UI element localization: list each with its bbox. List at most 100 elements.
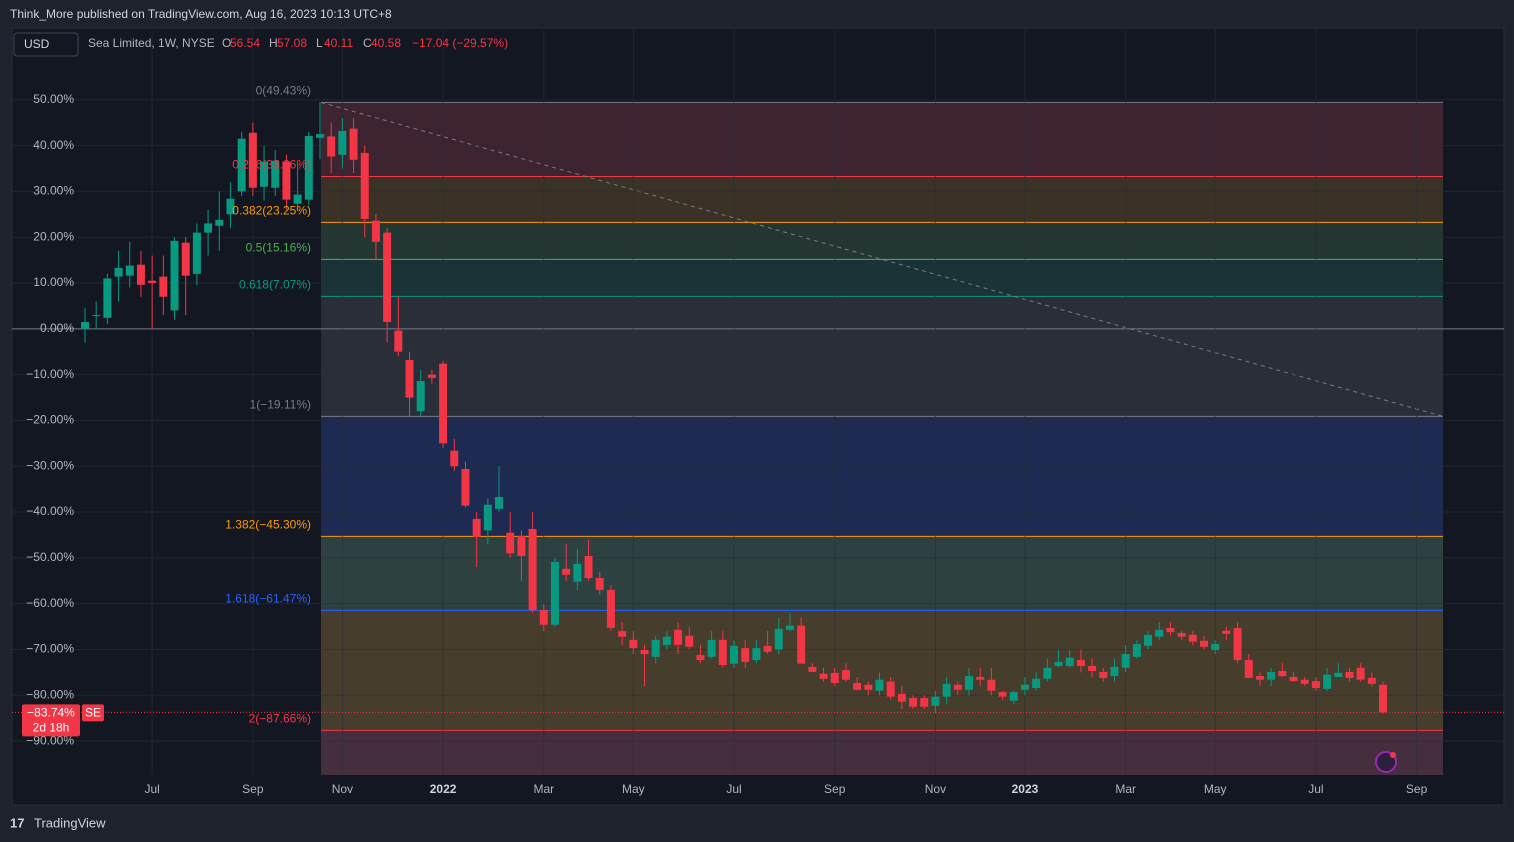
candle-body [1300, 679, 1309, 684]
fib-band [321, 102, 1443, 177]
fib-band [321, 296, 1443, 417]
candle-body [1222, 630, 1231, 634]
candle-body [562, 568, 571, 575]
candle-body [987, 679, 996, 691]
candle-body [1233, 627, 1242, 661]
publisher: Think_More published on TradingView.com,… [10, 7, 392, 21]
symbol-tag: SE [85, 706, 101, 720]
ohlc-value: 57.08 [277, 36, 307, 50]
candle-body [394, 330, 403, 352]
y-tick-label: −10.00% [26, 367, 74, 381]
candle-body [1278, 671, 1287, 677]
candle-body [1211, 643, 1220, 650]
candle-body [114, 267, 123, 277]
candle-body [1043, 667, 1052, 679]
y-tick-label: −20.00% [26, 413, 74, 427]
candle-body [248, 132, 257, 188]
candle-body [629, 639, 638, 649]
x-tick-label: Sep [242, 782, 264, 796]
candle-body [662, 636, 671, 645]
candle-body [125, 265, 134, 276]
candle-body [338, 130, 347, 155]
currency: USD [24, 37, 50, 51]
candle-body [920, 698, 929, 707]
candle-body [830, 672, 839, 683]
fib-label: 0(49.43%) [256, 84, 311, 98]
candle-body [1334, 672, 1343, 677]
ohlc-value: 56.54 [230, 36, 260, 50]
x-tick-label: Nov [332, 782, 353, 796]
candle-body [785, 625, 794, 630]
candle-body [1155, 629, 1164, 637]
candle-body [841, 670, 850, 680]
y-tick-label: −80.00% [26, 687, 74, 701]
candle-body [181, 242, 190, 276]
candle-body [226, 198, 235, 215]
candle-body [674, 629, 683, 645]
candle-body [864, 684, 873, 690]
candle-body [1379, 684, 1388, 713]
candle-body [965, 676, 974, 690]
candle-body [1356, 667, 1365, 680]
y-tick-label: −40.00% [26, 504, 74, 518]
price-tag [22, 704, 80, 737]
price-tag-value: −83.74% [27, 706, 75, 720]
y-tick-label: −70.00% [26, 642, 74, 656]
candle-body [383, 232, 392, 322]
y-tick-label: 10.00% [33, 275, 74, 289]
candle-body [618, 631, 627, 637]
candle-body [886, 681, 895, 697]
candle-body [998, 692, 1007, 697]
candle-body [349, 128, 358, 160]
candle-body [1054, 661, 1063, 666]
candle-body [1289, 676, 1298, 682]
candle-body [1110, 666, 1119, 677]
candle-body [103, 278, 112, 318]
fib-label: 0.236(33.26%) [232, 158, 311, 172]
ohlc-key: H [269, 36, 278, 50]
candle-body [819, 673, 828, 679]
candle-body [875, 679, 884, 691]
candle-body [1311, 681, 1320, 688]
candle-body [416, 381, 425, 412]
candle-body [260, 161, 269, 187]
candle-body [472, 518, 481, 537]
candle-body [1255, 676, 1264, 680]
candle-body [1121, 654, 1130, 668]
x-tick-label: Jul [726, 782, 741, 796]
candle-body [483, 504, 492, 531]
x-tick-label: 2023 [1012, 782, 1039, 796]
candle-body [293, 194, 302, 204]
candle-body [931, 696, 940, 706]
logo: TradingView [34, 815, 106, 830]
candle-body [215, 219, 224, 226]
candle-body [718, 639, 727, 666]
candle-body [92, 315, 101, 317]
candle-body [1144, 634, 1153, 646]
countdown: 2d 18h [33, 721, 70, 735]
currency-box[interactable] [13, 32, 79, 57]
candle-body [204, 223, 213, 233]
fib-label: 2(−87.66%) [249, 712, 311, 726]
ohlc-key: C [363, 36, 372, 50]
candle-body [1267, 671, 1276, 680]
candle-body [170, 240, 179, 311]
candle-body [405, 359, 414, 398]
candle-body [808, 666, 817, 672]
y-tick-label: 20.00% [33, 229, 74, 243]
fib-band [321, 416, 1443, 537]
change: −17.04 (−29.57%) [412, 36, 508, 50]
y-tick-label: 0.00% [40, 321, 74, 335]
alert-dot [1390, 752, 1396, 758]
fib-band [321, 610, 1443, 731]
fib-band [321, 222, 1443, 260]
candle-body [853, 682, 862, 690]
candle-body [528, 529, 537, 611]
ohlc-key: O [222, 36, 231, 50]
ohlc-value: 40.11 [324, 36, 353, 50]
candle-body [439, 363, 448, 444]
x-tick-label: May [1204, 782, 1227, 796]
candle-body [461, 468, 470, 506]
fib-label: 1.382(−45.30%) [225, 518, 311, 532]
